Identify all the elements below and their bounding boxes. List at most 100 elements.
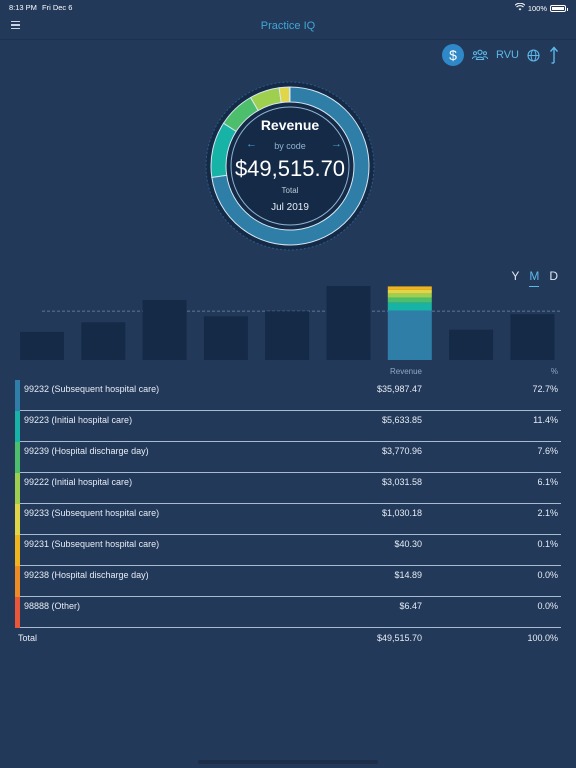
- status-date: Fri Dec 6: [42, 3, 73, 12]
- donut-inner-ring: [230, 106, 350, 226]
- row-color-swatch: [15, 411, 20, 442]
- row-code: 99238 (Hospital discharge day): [24, 570, 149, 580]
- bar-4: [265, 311, 310, 360]
- row-revenue: $1,030.18: [381, 508, 422, 518]
- bar-0: [20, 331, 64, 360]
- table-row[interactable]: 99233 (Subsequent hospital care) $1,030.1…: [15, 504, 561, 535]
- donut-slice-4: [278, 86, 291, 104]
- row-percent: 72.7%: [532, 384, 558, 394]
- row-revenue: $5,633.85: [381, 415, 422, 425]
- table-row[interactable]: 99239 (Hospital discharge day) $3,770.96 7…: [15, 442, 561, 473]
- selected-bar-segment-5: [387, 286, 432, 290]
- total-percent: 100.0%: [527, 633, 558, 643]
- row-percent: 0.0%: [537, 570, 558, 580]
- battery-percent: 100%: [527, 3, 547, 13]
- total-label: Total: [18, 633, 38, 643]
- bar-8: [510, 314, 555, 360]
- bar-1: [81, 322, 126, 360]
- row-revenue: $3,031.58: [381, 477, 422, 487]
- table-row[interactable]: 99232 (Subsequent hospital care) $35,987.…: [15, 380, 561, 411]
- row-revenue: $6.47: [399, 601, 422, 611]
- row-color-swatch: [15, 442, 20, 473]
- home-indicator: [198, 760, 378, 764]
- row-code: 99231 (Subsequent hospital care): [24, 539, 160, 549]
- row-code: 99222 (Initial hospital care): [24, 477, 133, 487]
- header-percent: %: [550, 367, 558, 376]
- period-day[interactable]: D: [549, 269, 558, 283]
- bar-7: [449, 329, 494, 360]
- table-row[interactable]: 99238 (Hospital discharge day) $14.89 0.0%: [15, 566, 561, 597]
- summary-period: Jul 2019: [271, 202, 309, 213]
- table-row[interactable]: 99222 (Initial hospital care) $3,031.58 6.…: [15, 473, 561, 504]
- row-code: 99233 (Subsequent hospital care): [24, 508, 160, 518]
- row-percent: 2.1%: [537, 508, 558, 518]
- revenue-mode-button[interactable]: $: [441, 44, 464, 66]
- row-color-swatch: [15, 380, 20, 411]
- row-color-swatch: [15, 504, 20, 535]
- header-revenue: Revenue: [389, 367, 422, 376]
- row-code: 98888 (Other): [24, 601, 81, 611]
- app-title: Practice IQ: [260, 20, 316, 32]
- row-percent: 6.1%: [537, 477, 558, 487]
- providers-button[interactable]: [471, 49, 488, 61]
- donut-slice-0: [211, 86, 370, 246]
- bar-3: [203, 316, 248, 360]
- period-toggle: Y M D: [511, 269, 558, 287]
- row-color-swatch: [15, 566, 20, 597]
- period-year[interactable]: Y: [511, 269, 520, 283]
- table-row[interactable]: 99223 (Initial hospital care) $5,633.85 11…: [15, 411, 561, 442]
- row-revenue: $14.89: [394, 570, 422, 580]
- nav-bar: Practice IQ: [0, 14, 576, 40]
- share-button[interactable]: [548, 46, 558, 64]
- selected-bar-segment-4: [387, 289, 432, 294]
- row-revenue: $3,770.96: [381, 446, 422, 456]
- table-row[interactable]: 99231 (Subsequent hospital care) $40.30 0.…: [15, 535, 561, 566]
- selected-bar-segment-1: [387, 302, 432, 311]
- row-color-swatch: [15, 535, 20, 566]
- rvu-button[interactable]: RVU: [495, 49, 519, 61]
- group-icon: [471, 49, 488, 61]
- selected-bar-segment-2: [387, 297, 432, 303]
- table-body: 99232 (Subsequent hospital care) $35,987.…: [15, 380, 561, 628]
- status-right: 100%: [514, 2, 568, 13]
- row-percent: 7.6%: [537, 446, 558, 456]
- row-percent: 0.1%: [537, 539, 558, 549]
- arrow-right-icon[interactable]: →: [331, 138, 342, 150]
- table-total-row: Total $49,515.70 100.0%: [15, 628, 561, 648]
- arrow-left-icon[interactable]: ←: [246, 138, 257, 150]
- toolbar: $ RVU: [441, 44, 558, 66]
- period-month[interactable]: M: [529, 269, 540, 287]
- monthly-bar-chart: [20, 286, 560, 360]
- status-bar: 8:13 PM Fri Dec 6 100%: [0, 0, 576, 14]
- status-time: 8:13 PM: [9, 3, 37, 12]
- total-revenue: $49,515.70: [376, 633, 422, 643]
- revenue-table: Revenue % 99232 (Subsequent hospital car…: [15, 366, 561, 648]
- revenue-donut[interactable]: Revenue ← by code → $49,515.70 Total Jul…: [204, 80, 376, 252]
- table-row[interactable]: 98888 (Other) $6.47 0.0%: [15, 597, 561, 628]
- bar-2: [142, 300, 187, 360]
- globe-button[interactable]: [527, 48, 540, 62]
- menu-icon[interactable]: [11, 21, 20, 29]
- row-color-swatch: [15, 597, 20, 628]
- summary-title: Revenue: [260, 117, 320, 133]
- globe-icon: [527, 48, 540, 62]
- row-percent: 0.0%: [537, 601, 558, 611]
- row-revenue: $40.30: [394, 539, 422, 549]
- selected-bar-segment-3: [387, 293, 432, 298]
- wifi-icon: [514, 2, 526, 13]
- donut-chart: [205, 81, 375, 251]
- row-code: 99239 (Hospital discharge day): [24, 446, 149, 456]
- row-revenue: $35,987.47: [376, 384, 422, 394]
- summary-amount: $49,515.70: [234, 156, 346, 181]
- selected-bar-segment-0: [387, 310, 432, 360]
- row-code: 99223 (Initial hospital care): [24, 415, 133, 425]
- summary-label: Total: [281, 186, 299, 195]
- table-header: Revenue %: [15, 366, 561, 380]
- dollar-icon: $: [449, 47, 457, 63]
- summary-subtitle: by code: [274, 141, 306, 151]
- battery-icon: [550, 4, 568, 12]
- row-code: 99232 (Subsequent hospital care): [24, 384, 160, 394]
- arrow-up-icon: [548, 46, 558, 64]
- row-percent: 11.4%: [533, 415, 558, 425]
- donut-hole: [227, 103, 353, 229]
